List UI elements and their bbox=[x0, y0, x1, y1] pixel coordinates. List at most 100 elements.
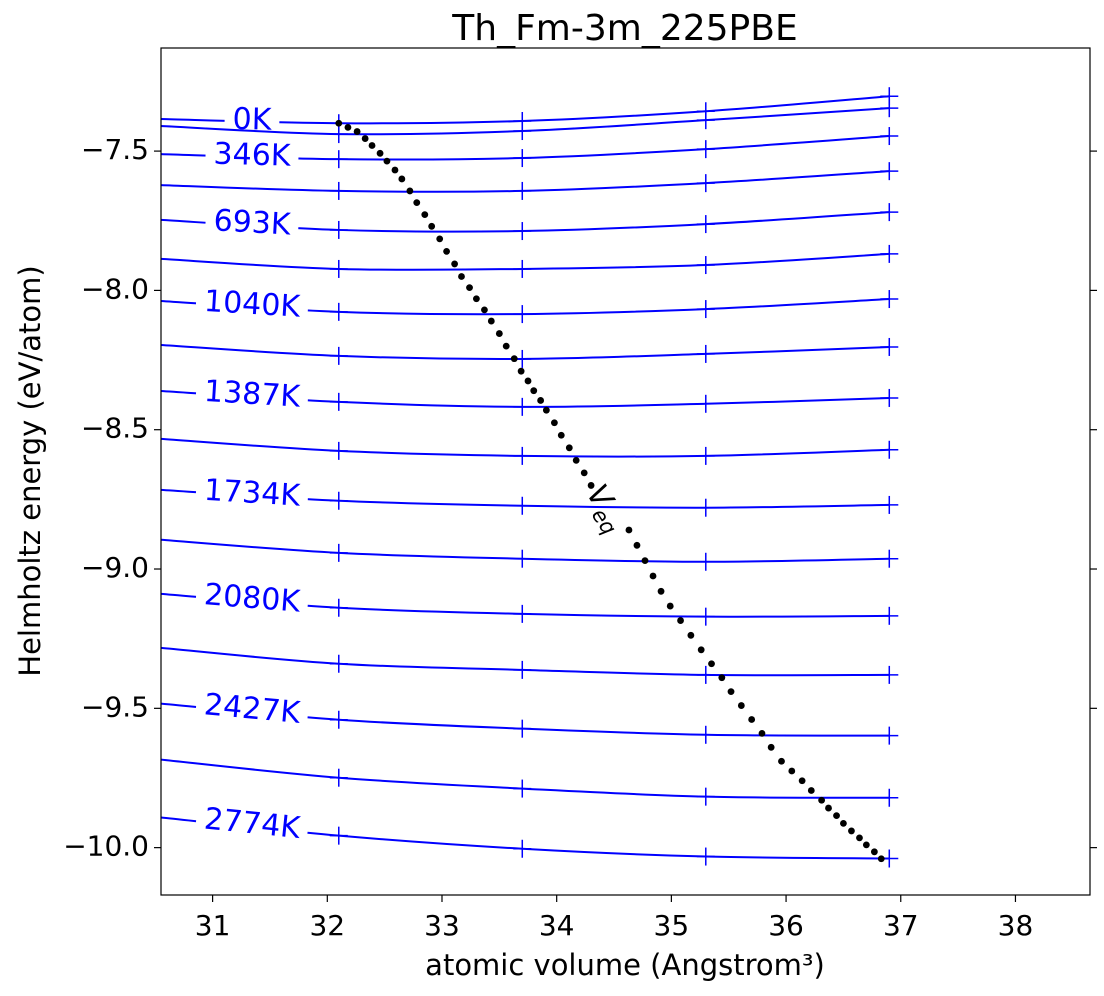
veq-point bbox=[473, 295, 480, 303]
veq-point bbox=[542, 406, 550, 414]
veq-point bbox=[641, 557, 649, 565]
curve-label-bg bbox=[204, 206, 300, 242]
veq-point bbox=[625, 526, 633, 534]
veq-point bbox=[550, 419, 558, 427]
veq-point bbox=[798, 777, 806, 785]
point-marker bbox=[696, 111, 715, 130]
veq-point bbox=[502, 342, 510, 350]
point-marker bbox=[329, 302, 348, 321]
veq-point bbox=[361, 135, 369, 142]
y-tick-label: −8.0 bbox=[81, 272, 149, 305]
point-marker bbox=[513, 122, 532, 141]
veq-point bbox=[406, 187, 414, 195]
veq-point bbox=[436, 235, 444, 243]
veq-point bbox=[727, 688, 735, 696]
x-tick-label: 34 bbox=[539, 909, 575, 942]
veq-point bbox=[870, 848, 878, 856]
point-marker bbox=[880, 388, 899, 407]
point-marker bbox=[513, 446, 532, 465]
point-marker bbox=[329, 125, 348, 144]
veq-point bbox=[818, 796, 826, 804]
point-marker bbox=[880, 440, 899, 459]
point-marker bbox=[329, 543, 348, 562]
point-marker bbox=[513, 496, 532, 515]
curve-label: 693K bbox=[213, 203, 293, 242]
curve-label-group: 1040K bbox=[195, 284, 309, 325]
veq-point bbox=[466, 284, 473, 292]
veq-point bbox=[443, 247, 450, 255]
point-marker bbox=[880, 244, 899, 263]
point-marker bbox=[696, 394, 715, 413]
point-marker bbox=[696, 215, 715, 234]
point-marker bbox=[513, 259, 532, 278]
veq-point bbox=[737, 702, 745, 709]
veq-point bbox=[840, 819, 847, 827]
curve-label: 1040K bbox=[203, 284, 302, 325]
y-tick-label: −8.5 bbox=[81, 412, 149, 445]
x-tick-label: 33 bbox=[424, 909, 460, 942]
point-marker bbox=[696, 847, 715, 866]
veq-point bbox=[666, 602, 674, 610]
point-marker bbox=[696, 787, 715, 806]
veq-point bbox=[353, 128, 361, 135]
plot-frame bbox=[160, 47, 1091, 896]
y-tick-label: −10.0 bbox=[63, 830, 149, 863]
point-marker bbox=[696, 140, 715, 159]
veq-point bbox=[767, 743, 775, 751]
curve-label: 1387K bbox=[203, 374, 302, 415]
veq-point bbox=[421, 211, 429, 219]
point-marker bbox=[513, 305, 532, 324]
x-tick-label: 35 bbox=[654, 909, 690, 942]
veq-point bbox=[517, 367, 525, 375]
point-marker bbox=[696, 344, 715, 363]
curve-label-bg bbox=[224, 105, 280, 137]
point-marker bbox=[329, 491, 348, 510]
point-marker bbox=[513, 719, 532, 738]
curve-label-group: 2774K bbox=[194, 802, 310, 846]
veq-point bbox=[856, 834, 863, 842]
veq-point bbox=[877, 855, 885, 863]
veq-point bbox=[383, 157, 391, 165]
curve-label-group: 1387K bbox=[195, 374, 309, 415]
veq-point bbox=[572, 456, 580, 464]
curve-label-group: 1734K bbox=[195, 473, 309, 514]
y-tick-label: −9.5 bbox=[81, 690, 149, 723]
veq-point bbox=[487, 317, 495, 325]
veq-point bbox=[413, 199, 421, 207]
point-marker bbox=[513, 839, 532, 858]
chart-title: Th_Fm-3m_225PBE bbox=[451, 8, 797, 49]
veq-point bbox=[677, 617, 684, 624]
veq-point bbox=[778, 757, 785, 765]
veq-point bbox=[649, 572, 657, 580]
point-marker bbox=[329, 220, 348, 239]
curve-label-bg bbox=[194, 580, 310, 619]
point-marker bbox=[513, 660, 532, 679]
point-marker bbox=[513, 181, 532, 200]
point-marker bbox=[880, 665, 899, 684]
point-marker bbox=[329, 598, 348, 617]
x-tick-label: 32 bbox=[309, 909, 345, 942]
veq-point bbox=[495, 330, 503, 337]
veq-point bbox=[391, 166, 399, 174]
curve-label-group: 346K bbox=[205, 137, 299, 174]
point-marker bbox=[513, 222, 532, 241]
veq-point bbox=[825, 804, 832, 812]
point-marker bbox=[696, 725, 715, 744]
veq-point bbox=[697, 646, 705, 654]
veq-point bbox=[633, 541, 641, 549]
veq-point bbox=[565, 444, 573, 452]
plot-area: 0K346K693K1040K1387K1734K2080K2427K2774K… bbox=[161, 87, 899, 868]
veq-point bbox=[708, 660, 715, 668]
curve-label: 346K bbox=[213, 137, 292, 174]
x-tick-label: 37 bbox=[883, 909, 919, 942]
veq-point bbox=[587, 482, 595, 489]
point-marker bbox=[513, 397, 532, 416]
point-marker bbox=[880, 290, 899, 309]
point-marker bbox=[696, 300, 715, 319]
curve-label-bg bbox=[205, 139, 299, 173]
veq-point bbox=[344, 124, 352, 131]
curve-label: 2080K bbox=[203, 577, 303, 619]
veq-point bbox=[530, 387, 538, 395]
point-marker bbox=[329, 654, 348, 673]
